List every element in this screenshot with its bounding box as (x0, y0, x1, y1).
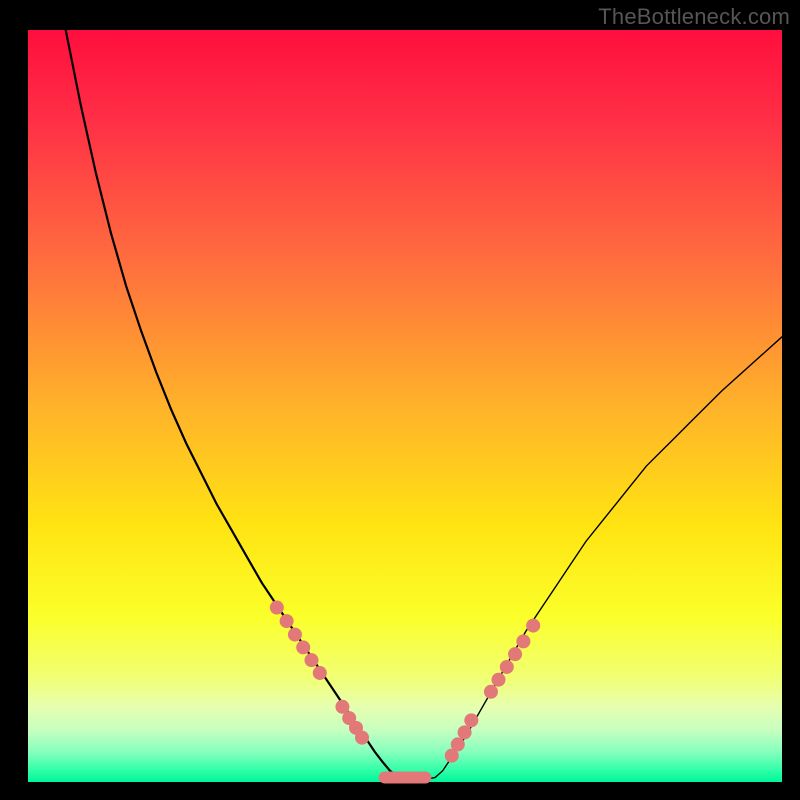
marker-point (288, 628, 302, 642)
watermark-text: TheBottleneck.com (598, 4, 790, 30)
marker-point (508, 647, 522, 661)
marker-point (355, 731, 369, 745)
marker-point (270, 601, 284, 615)
marker-point (296, 640, 310, 654)
bottleneck-chart (0, 0, 800, 800)
marker-point (313, 666, 327, 680)
marker-point (451, 737, 465, 751)
marker-point (516, 634, 530, 648)
marker-point (458, 725, 472, 739)
marker-point (526, 619, 540, 633)
marker-point (305, 653, 319, 667)
marker-point (280, 614, 294, 628)
marker-point (500, 660, 514, 674)
marker-point (492, 673, 506, 687)
marker-point (484, 685, 498, 699)
bottom-bar (379, 771, 432, 783)
plot-background (28, 30, 782, 782)
marker-point (464, 713, 478, 727)
